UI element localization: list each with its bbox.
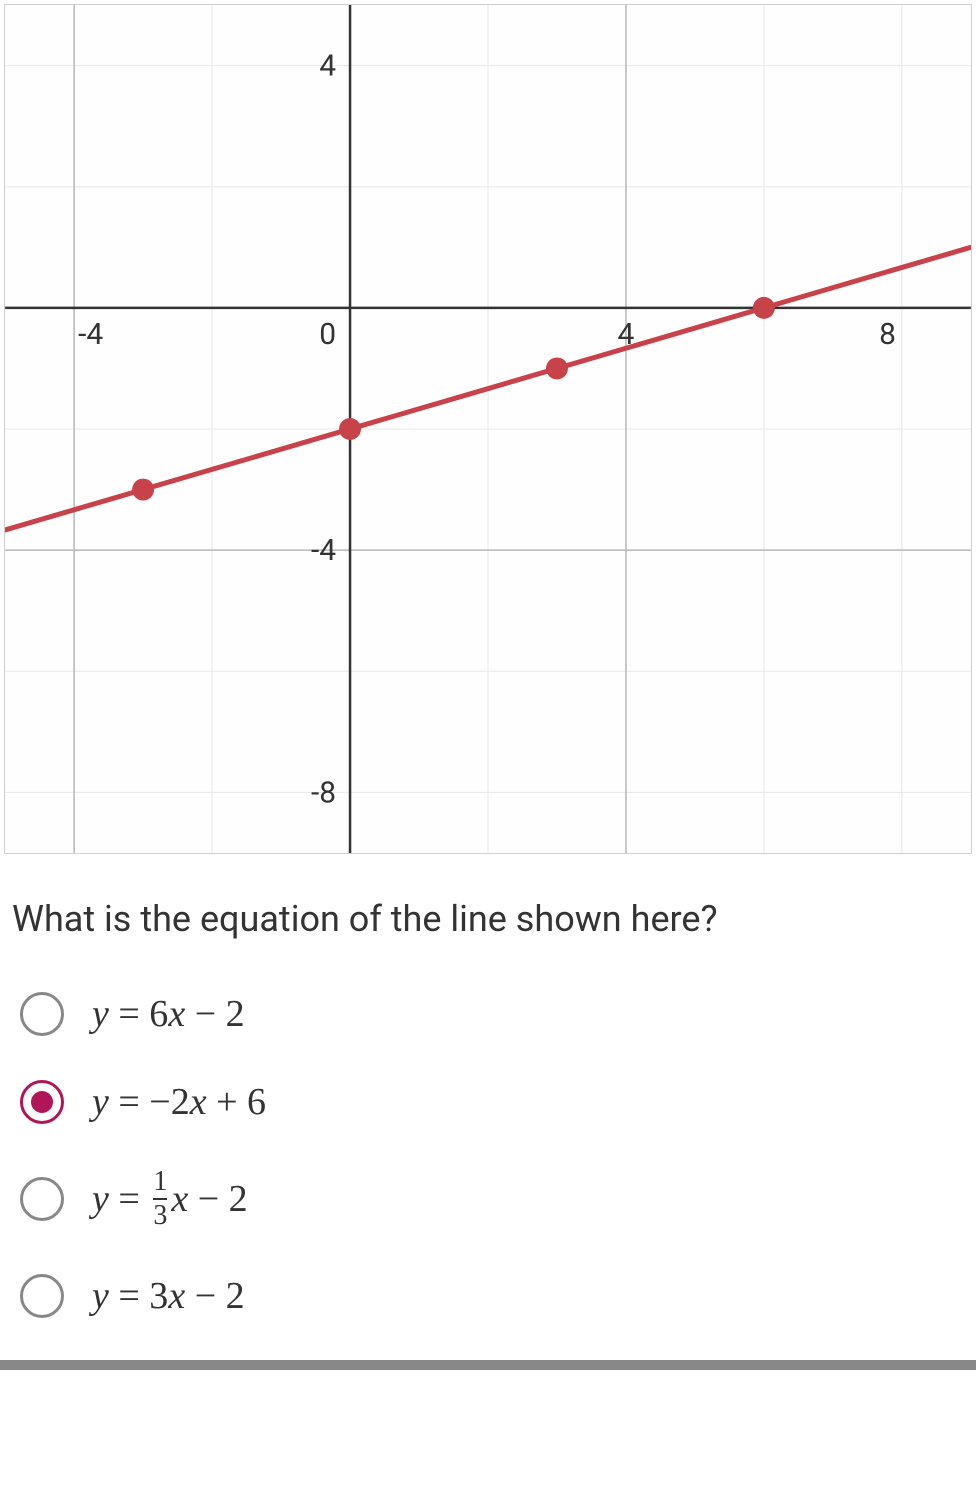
svg-text:-4: -4 (311, 533, 336, 568)
bottom-bar (0, 1360, 976, 1370)
svg-text:-8: -8 (311, 775, 336, 810)
chart-container: -4 0 4 8 4 -4 -8 (4, 4, 972, 854)
svg-text:0: 0 (319, 317, 336, 352)
option-3[interactable]: y = 13 x − 2 (20, 1146, 964, 1252)
line-chart-svg: -4 0 4 8 4 -4 -8 (5, 5, 971, 853)
question-text: What is the equation of the line shown h… (0, 858, 976, 970)
option-4-label: y = 3x − 2 (92, 1274, 245, 1318)
radio-1[interactable] (20, 992, 64, 1036)
svg-text:4: 4 (319, 49, 336, 84)
option-4[interactable]: y = 3x − 2 (20, 1252, 964, 1340)
svg-text:8: 8 (879, 317, 896, 352)
option-2-label: y = −2x + 6 (92, 1080, 266, 1124)
option-1-label: y = 6x − 2 (92, 992, 245, 1036)
radio-4[interactable] (20, 1274, 64, 1318)
options-container: y = 6x − 2 y = −2x + 6 y = 13 x − 2 y = … (0, 970, 976, 1360)
svg-text:-4: -4 (78, 317, 103, 352)
svg-text:4: 4 (618, 317, 635, 352)
option-3-label: y = 13 x − 2 (92, 1168, 248, 1230)
radio-3[interactable] (20, 1177, 64, 1221)
radio-inner (31, 1091, 53, 1113)
option-2[interactable]: y = −2x + 6 (20, 1058, 964, 1146)
radio-2[interactable] (20, 1080, 64, 1124)
option-1[interactable]: y = 6x − 2 (20, 970, 964, 1058)
